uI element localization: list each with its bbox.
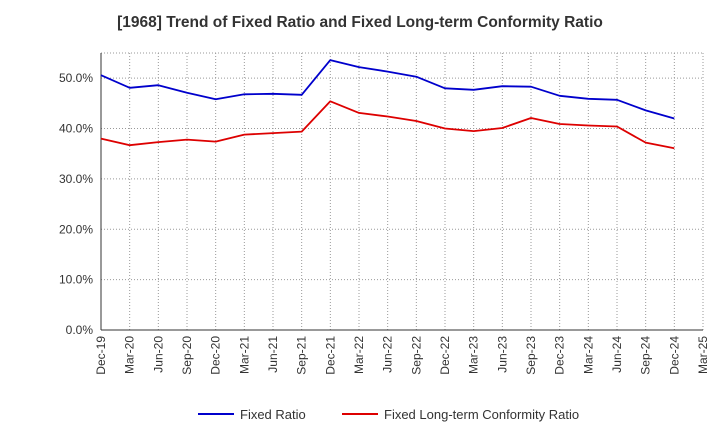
x-tick-label: Mar-25 xyxy=(696,336,710,374)
y-tick-label: 30.0% xyxy=(59,172,93,186)
x-tick-label: Jun-20 xyxy=(151,336,165,373)
y-tick-label: 40.0% xyxy=(59,122,93,136)
x-tick-label: Dec-24 xyxy=(667,336,681,375)
x-tick-label: Sep-22 xyxy=(409,336,423,375)
y-tick-label: 20.0% xyxy=(59,222,93,236)
x-tick-label: Jun-24 xyxy=(610,336,624,373)
series-line-1 xyxy=(100,59,675,120)
legend-label-1: Fixed Ratio xyxy=(240,407,306,422)
x-tick-label: Mar-21 xyxy=(237,336,251,374)
x-tick-label: Dec-19 xyxy=(94,336,108,375)
x-tick-label: Sep-24 xyxy=(639,336,653,375)
x-tick-label: Dec-21 xyxy=(323,336,337,375)
x-tick-label: Sep-23 xyxy=(524,336,538,375)
legend: Fixed Ratio Fixed Long-term Conformity Ra… xyxy=(198,407,579,422)
x-tick-label: Sep-20 xyxy=(180,336,194,375)
axes: 0.0% 10.0% 20.0% 30.0% 40.0% 50.0% Dec-19 Mar-2… xyxy=(59,53,710,375)
y-tick-label: 10.0% xyxy=(59,273,93,287)
y-tick-label: 50.0% xyxy=(59,71,93,85)
chart-title: [1968] Trend of Fixed Ratio and Fixed Lo… xyxy=(117,14,603,31)
x-tick-label: Jun-22 xyxy=(381,336,395,373)
x-tick-label: Dec-22 xyxy=(438,336,452,375)
x-tick-label: Jun-21 xyxy=(266,336,280,373)
legend-label-2: Fixed Long-term Conformity Ratio xyxy=(384,407,579,422)
x-tick-label: Jun-23 xyxy=(495,336,509,373)
series-line-2 xyxy=(100,100,675,150)
x-tick-label: Mar-22 xyxy=(352,336,366,374)
series-lines xyxy=(100,59,675,150)
y-tick-label: 0.0% xyxy=(66,323,94,337)
x-tick-label: Sep-21 xyxy=(295,336,309,375)
x-tick-label: Mar-20 xyxy=(123,336,137,374)
x-tick-label: Mar-24 xyxy=(581,336,595,374)
x-tick-label: Dec-23 xyxy=(553,336,567,375)
x-tick-label: Mar-23 xyxy=(467,336,481,374)
x-tick-label: Dec-20 xyxy=(209,336,223,375)
